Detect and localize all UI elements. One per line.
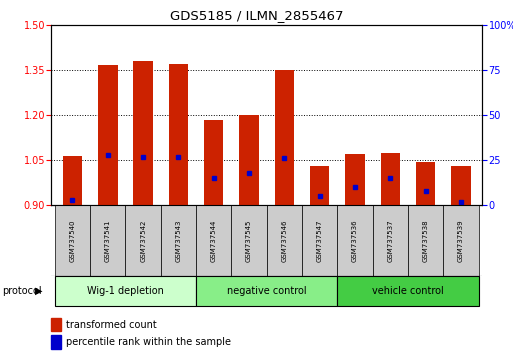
- Bar: [63, 156, 82, 205]
- Bar: [310, 166, 329, 205]
- Bar: [345, 154, 365, 205]
- Text: transformed count: transformed count: [66, 320, 157, 330]
- Bar: [98, 65, 117, 205]
- Bar: [381, 153, 400, 205]
- Bar: [231, 205, 267, 276]
- Text: GSM737538: GSM737538: [423, 219, 429, 262]
- Bar: [302, 205, 338, 276]
- Text: ▶: ▶: [35, 286, 43, 296]
- Bar: [408, 205, 443, 276]
- Text: GSM737546: GSM737546: [282, 219, 287, 262]
- Bar: [126, 205, 161, 276]
- Bar: [55, 276, 196, 306]
- Bar: [416, 162, 436, 205]
- Text: GSM737537: GSM737537: [387, 219, 393, 262]
- Bar: [55, 205, 90, 276]
- Text: GSM737543: GSM737543: [175, 219, 182, 262]
- Text: GSM737540: GSM737540: [69, 219, 75, 262]
- Bar: [373, 205, 408, 276]
- Text: vehicle control: vehicle control: [372, 286, 444, 296]
- Text: GSM737539: GSM737539: [458, 219, 464, 262]
- Bar: [196, 205, 231, 276]
- Text: GSM737544: GSM737544: [211, 219, 217, 262]
- Text: GSM737541: GSM737541: [105, 219, 111, 262]
- Text: Wig-1 depletion: Wig-1 depletion: [87, 286, 164, 296]
- Bar: [133, 61, 153, 205]
- Bar: [51, 318, 61, 331]
- Bar: [443, 205, 479, 276]
- Bar: [204, 120, 224, 205]
- Text: GSM737542: GSM737542: [140, 219, 146, 262]
- Text: negative control: negative control: [227, 286, 307, 296]
- Bar: [169, 64, 188, 205]
- Bar: [267, 205, 302, 276]
- Bar: [338, 276, 479, 306]
- Bar: [240, 115, 259, 205]
- Text: GDS5185 / ILMN_2855467: GDS5185 / ILMN_2855467: [170, 9, 343, 22]
- Bar: [161, 205, 196, 276]
- Bar: [90, 205, 126, 276]
- Text: protocol: protocol: [3, 286, 42, 296]
- Bar: [451, 166, 471, 205]
- Text: GSM737545: GSM737545: [246, 219, 252, 262]
- Text: GSM737536: GSM737536: [352, 219, 358, 262]
- Text: percentile rank within the sample: percentile rank within the sample: [66, 337, 231, 347]
- Bar: [51, 335, 61, 349]
- Bar: [196, 276, 338, 306]
- Text: GSM737547: GSM737547: [317, 219, 323, 262]
- Bar: [274, 70, 294, 205]
- Bar: [338, 205, 373, 276]
